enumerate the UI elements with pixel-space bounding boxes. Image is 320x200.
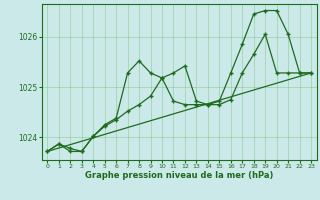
X-axis label: Graphe pression niveau de la mer (hPa): Graphe pression niveau de la mer (hPa) [85, 171, 273, 180]
